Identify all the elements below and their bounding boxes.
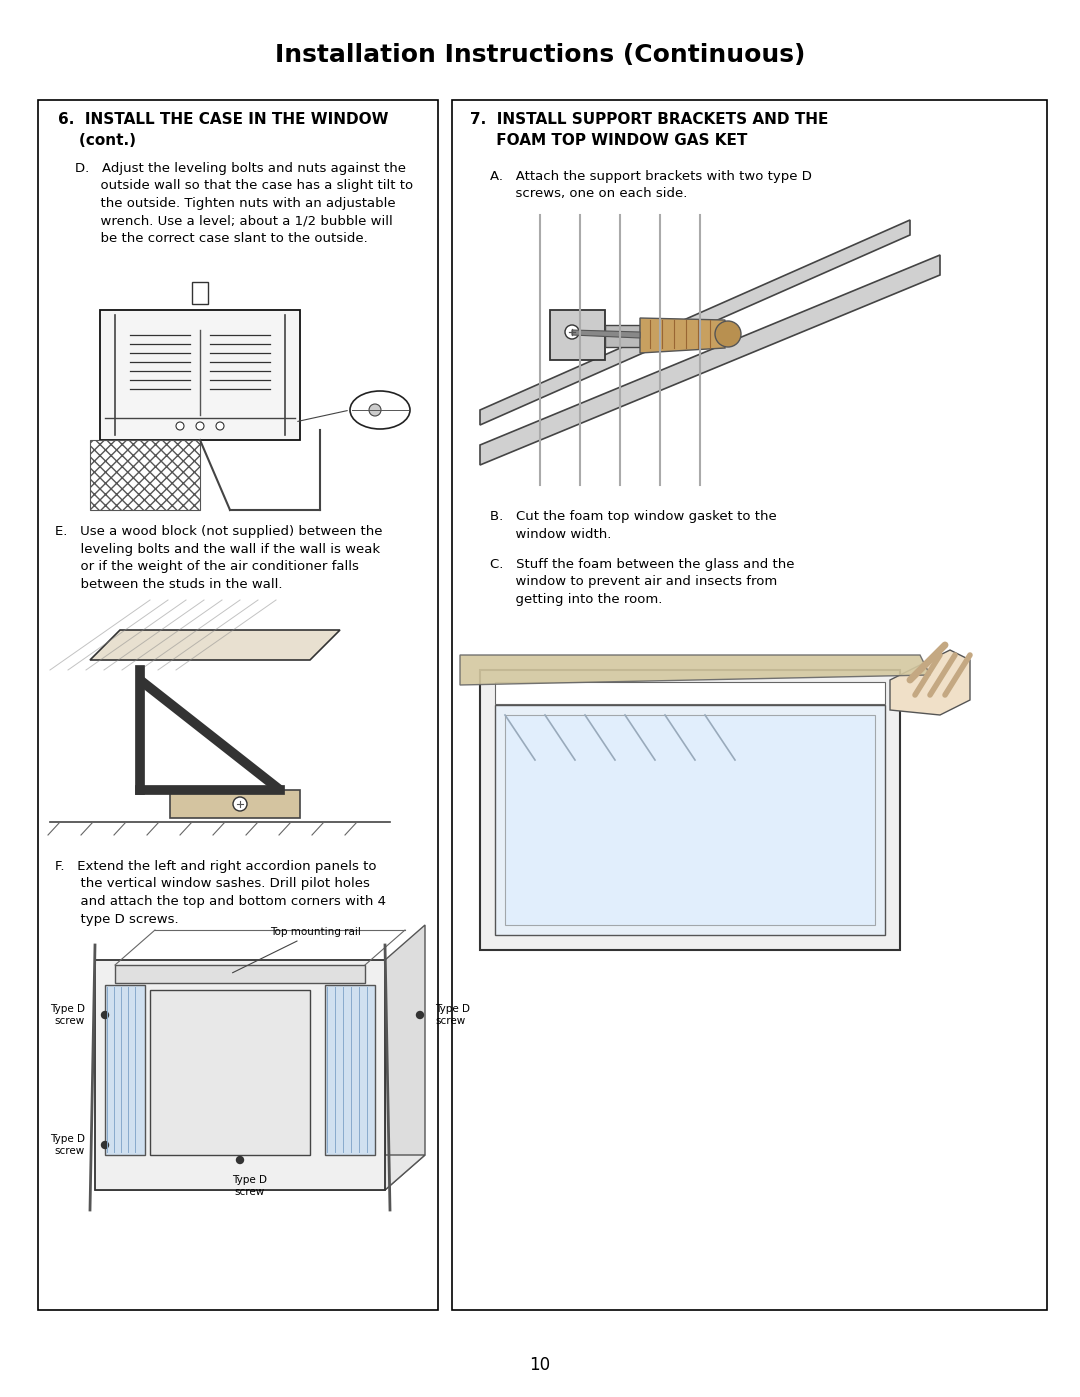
Circle shape [369,404,381,416]
Text: Type D
screw: Type D screw [50,1134,85,1155]
Bar [192,282,208,305]
Circle shape [195,422,204,430]
Bar [480,671,900,950]
Bar [325,985,375,1155]
Circle shape [237,1157,243,1164]
Text: D.   Adjust the leveling bolts and nuts against the
      outside wall so that t: D. Adjust the leveling bolts and nuts ag… [75,162,414,244]
Circle shape [216,422,224,430]
Text: E.   Use a wood block (not supplied) between the
      leveling bolts and the wa: E. Use a wood block (not supplied) betwe… [55,525,382,591]
Text: B.   Cut the foam top window gasket to the
      window width.: B. Cut the foam top window gasket to the… [490,510,777,541]
Text: 10: 10 [529,1356,551,1375]
Bar [105,985,145,1155]
Text: Type D
screw: Type D screw [50,1004,85,1025]
Bar [100,310,300,440]
Ellipse shape [350,391,410,429]
Bar [605,326,640,346]
Circle shape [565,326,579,339]
Circle shape [102,1141,108,1148]
Polygon shape [384,925,426,1190]
Bar [550,310,605,360]
Bar [495,705,885,935]
Circle shape [417,1011,423,1018]
Text: Top mounting rail: Top mounting rail [232,928,361,972]
Text: Installation Instructions (Continuous): Installation Instructions (Continuous) [274,43,806,67]
Bar [170,789,300,819]
Circle shape [102,1011,108,1018]
Text: F.   Extend the left and right accordion panels to
      the vertical window sas: F. Extend the left and right accordion p… [55,861,386,925]
Polygon shape [480,256,940,465]
Circle shape [176,422,184,430]
Text: Type D
screw: Type D screw [232,1175,268,1197]
Circle shape [715,321,741,346]
Circle shape [233,798,247,812]
Polygon shape [460,655,930,685]
Polygon shape [90,630,340,659]
Polygon shape [480,219,910,425]
Bar [114,965,365,983]
Bar [38,101,438,1310]
Text: Type D
screw: Type D screw [435,1004,470,1025]
Bar [495,682,885,704]
Bar [90,440,200,510]
Bar [505,715,875,925]
Polygon shape [95,1155,426,1190]
Bar [95,960,384,1190]
Bar [453,101,1047,1310]
Text: 6.  INSTALL THE CASE IN THE WINDOW
    (cont.): 6. INSTALL THE CASE IN THE WINDOW (cont.… [58,112,389,148]
Text: 7.  INSTALL SUPPORT BRACKETS AND THE
     FOAM TOP WINDOW GAS KET: 7. INSTALL SUPPORT BRACKETS AND THE FOAM… [470,112,828,148]
Polygon shape [572,330,640,338]
Polygon shape [890,650,970,715]
Polygon shape [640,319,725,353]
Text: A.   Attach the support brackets with two type D
      screws, one on each side.: A. Attach the support brackets with two … [490,170,812,201]
Bar [150,990,310,1155]
Text: C.   Stuff the foam between the glass and the
      window to prevent air and in: C. Stuff the foam between the glass and … [490,557,795,606]
